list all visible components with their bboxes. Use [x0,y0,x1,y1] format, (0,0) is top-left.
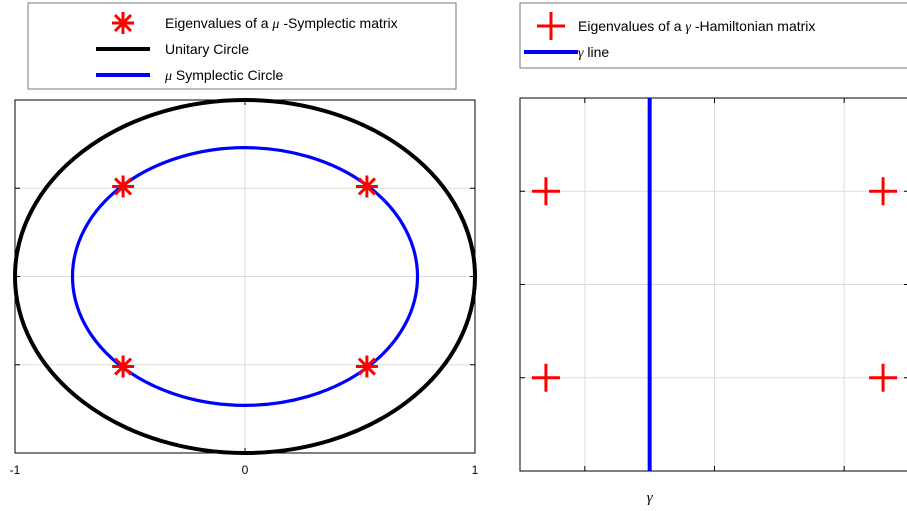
plot-area [531,98,898,471]
legend-item: γ line [524,44,609,61]
x-axis-label: γ [647,490,654,506]
plus-marker [537,12,565,40]
legend-label-symbol: μ [164,69,172,84]
mu-symplectic-chart: Eigenvalues of a μ -Symplectic matrix Uni… [10,2,479,477]
asterisk-stroke [113,13,133,33]
unitary-circle [13,98,477,455]
grid [520,98,907,471]
gamma-hamiltonian-chart: Eigenvalues of a γ -Hamiltonian matrix γ … [519,2,907,506]
plus-marker [531,363,560,392]
legend-label: Eigenvalues of a μ -Symplectic matrix [165,15,398,32]
legend-label-symbol: γ [578,46,584,61]
legend-label: Unitary Circle [165,41,249,57]
asterisk-stroke [357,357,376,376]
legend-item: Eigenvalues of a γ -Hamiltonian matrix [537,12,815,40]
legend-item: Eigenvalues of a μ -Symplectic matrix [112,12,398,34]
plus-marker [531,177,560,206]
legend: Eigenvalues of a μ -Symplectic matrix Uni… [27,2,457,90]
x-tick-label: 0 [242,463,249,477]
legend-label-suffix: -Hamiltonian matrix [691,18,815,34]
asterisk-marker [355,355,378,378]
plot-area [13,98,477,455]
x-tick-label: 1 [472,463,479,477]
legend-label-suffix: -Symplectic matrix [279,15,397,31]
legend-label: γ line [578,44,609,61]
mu-symplectic-circle [70,146,420,407]
asterisk-marker [355,175,378,198]
asterisk-stroke [357,177,376,196]
legend-box [519,2,907,69]
grid [15,100,475,453]
legend-item: μ Symplectic Circle [96,67,283,84]
legend-item: Unitary Circle [96,41,249,57]
asterisk-stroke [114,357,133,376]
asterisk-marker [112,12,134,34]
legend: Eigenvalues of a γ -Hamiltonian matrix γ … [519,2,907,69]
legend-label: Eigenvalues of a γ -Hamiltonian matrix [578,18,815,35]
legend-label-suffix: Symplectic Circle [172,67,283,83]
x-tick-label: -1 [10,463,21,477]
legend-label-prefix: Unitary Circle [165,41,249,57]
legend-label-suffix: line [584,44,610,60]
asterisk-marker [112,355,135,378]
asterisk-stroke [114,177,133,196]
plus-marker [869,363,898,392]
axis-ticks [520,98,907,471]
legend-label-prefix: Eigenvalues of a [165,15,272,31]
axis-ticks: -1 0 1 [10,100,479,477]
legend-label: μ Symplectic Circle [164,67,283,84]
plus-marker [869,177,898,206]
asterisk-marker [112,175,135,198]
legend-label-symbol: μ [271,17,279,32]
legend-label-prefix: Eigenvalues of a [578,18,685,34]
legend-label-symbol: γ [685,20,691,35]
